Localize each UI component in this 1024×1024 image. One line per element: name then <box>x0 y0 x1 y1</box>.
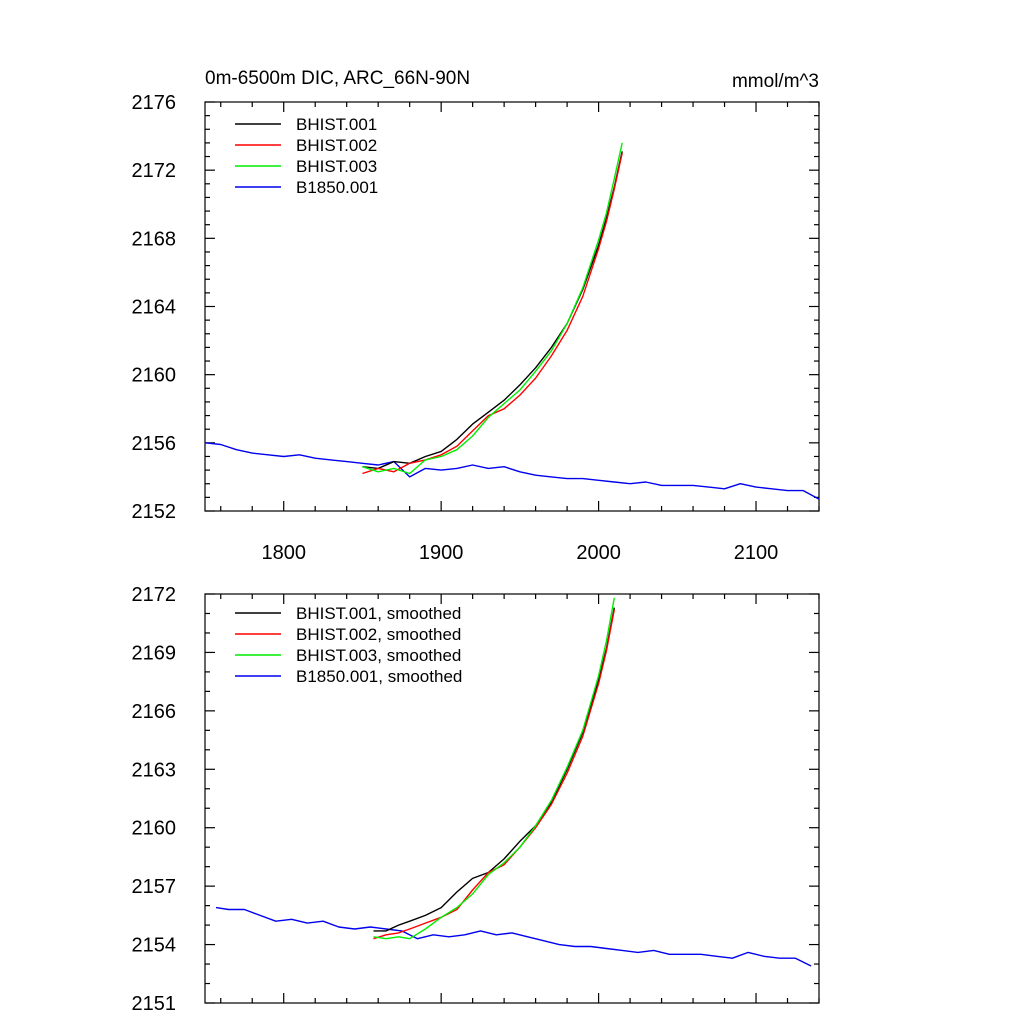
chart-title: 0m-6500m DIC, ARC_66N-90N <box>205 68 470 89</box>
bottom-legend-label: B1850.001, smoothed <box>296 667 462 686</box>
bottom-legend-label: BHIST.003, smoothed <box>296 646 461 665</box>
top-series-line-4 <box>204 442 820 500</box>
bottom-y-tick-label: 2160 <box>132 818 177 840</box>
top-series-line-3 <box>362 142 623 475</box>
bottom-y-tick-label: 2163 <box>132 759 177 781</box>
top-legend-label: BHIST.002 <box>296 136 377 155</box>
top-y-tick-label: 2152 <box>132 501 177 523</box>
bottom-y-tick-label: 2157 <box>132 876 177 898</box>
top-x-tick-label: 1900 <box>419 542 464 564</box>
units-label: mmol/m^3 <box>732 71 819 92</box>
top-legend-label: B1850.001 <box>296 178 378 197</box>
top-chart-panel: 0m-6500m DIC, ARC_66N-90N mmol/m^3 1800 1… <box>132 68 820 564</box>
bottom-y-tick-label: 2166 <box>132 701 177 723</box>
top-series-line-2 <box>362 152 623 475</box>
bottom-series-line-3 <box>373 597 615 940</box>
top-y-tick-label: 2156 <box>132 433 177 455</box>
bottom-y-tick-label: 2154 <box>132 935 177 957</box>
top-y-tick-label: 2164 <box>132 297 177 319</box>
top-y-tick-label: 2168 <box>132 228 177 250</box>
bottom-y-tick-label: 2151 <box>132 993 177 1015</box>
top-legend-label: BHIST.001 <box>296 115 377 134</box>
top-legend-label: BHIST.003 <box>296 157 377 176</box>
bottom-legend-label: BHIST.002, smoothed <box>296 625 461 644</box>
bottom-y-tick-label: 2169 <box>132 642 177 664</box>
top-x-tick-label: 1800 <box>261 542 306 564</box>
bottom-series-line-4 <box>215 906 812 967</box>
top-series-line-1 <box>362 151 623 470</box>
bottom-chart-panel: 2151 2154 2157 2160 2163 2166 2169 2172 BHIST.00… <box>132 584 820 1015</box>
top-y-tick-label: 2172 <box>132 160 177 182</box>
top-y-tick-label: 2160 <box>132 365 177 387</box>
bottom-plot-frame <box>204 593 820 1004</box>
top-x-tick-label: 2100 <box>734 542 779 564</box>
bottom-legend-label: BHIST.001, smoothed <box>296 604 461 623</box>
top-y-tick-label: 2176 <box>132 92 177 114</box>
top-x-tick-label: 2000 <box>576 542 621 564</box>
bottom-y-tick-label: 2172 <box>132 584 177 606</box>
